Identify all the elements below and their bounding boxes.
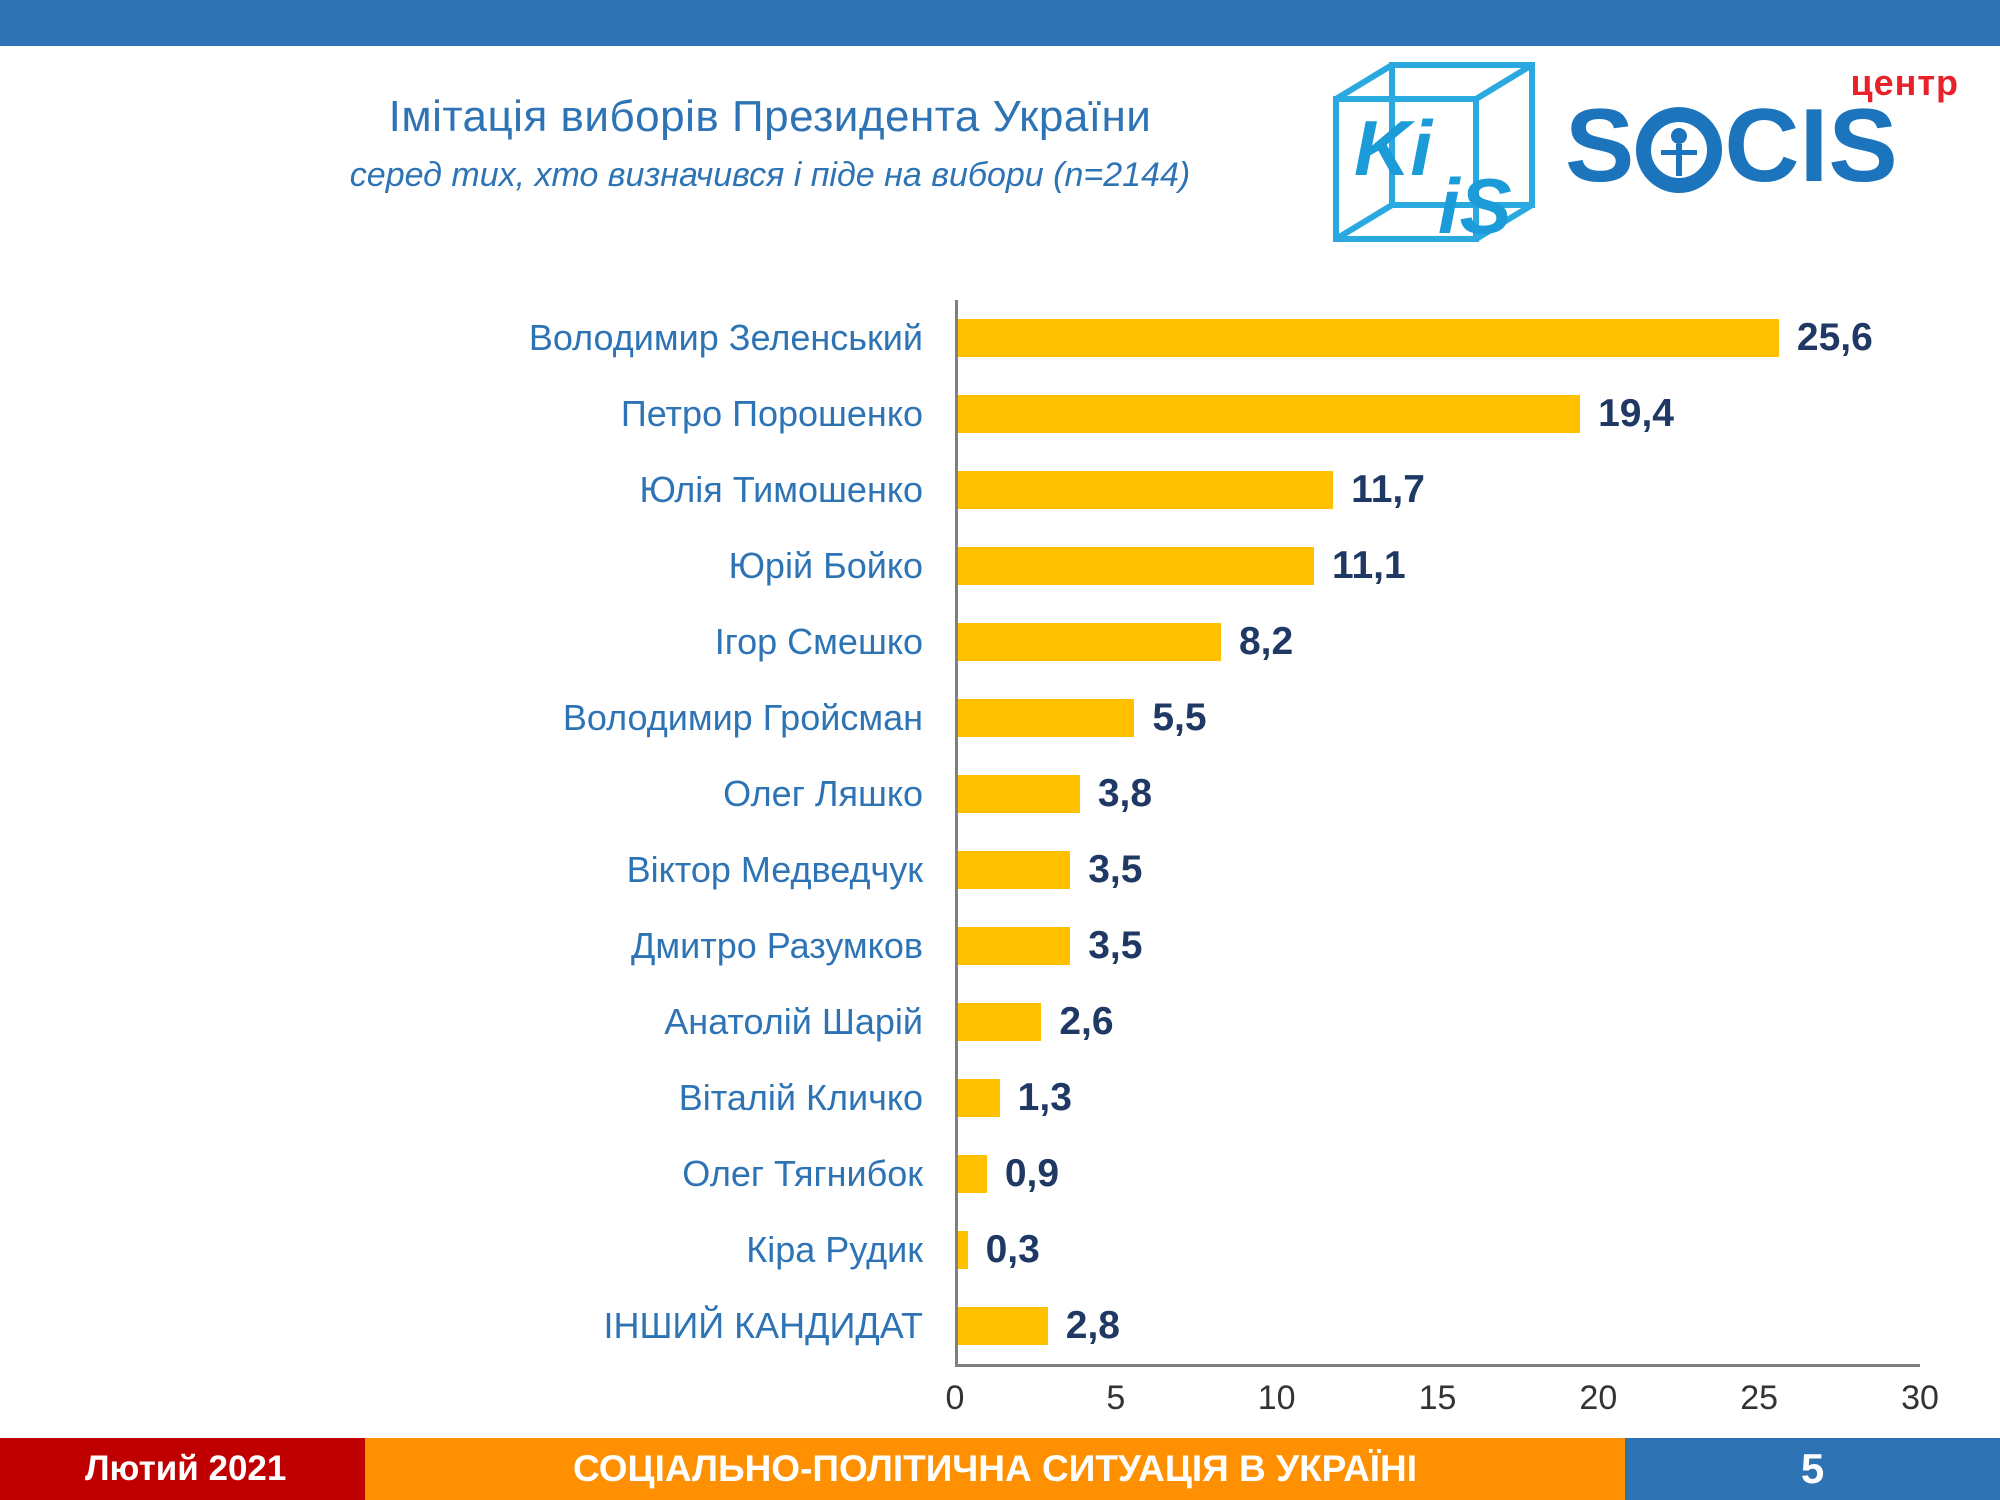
value-label: 11,7 <box>1351 468 1425 511</box>
category-label: Юлія Тимошенко <box>639 469 924 510</box>
chart-row: Юлія Тимошенко 11,7 <box>360 452 1920 528</box>
axis-tick-label: 25 <box>1740 1379 1779 1417</box>
socis-wordmark: S CIS <box>1565 94 1898 198</box>
value-label: 8,2 <box>1238 620 1294 663</box>
chart-row: Кіра Рудик 0,3 <box>360 1212 1920 1288</box>
bar-area: 19,4 <box>955 376 1920 452</box>
chart-row: Віталій Кличко 1,3 <box>360 1060 1920 1136</box>
kiis-text-top: Ki <box>1354 104 1433 192</box>
bar <box>958 699 1135 737</box>
value-label: 3,8 <box>1097 772 1153 815</box>
chart-row: Олег Тягнибок 0,9 <box>360 1136 1920 1212</box>
chart-rows: Володимир Зеленський 25,6 Петро Порошенко 1… <box>360 300 1920 1364</box>
page-subtitle: серед тих, хто визначився і піде на вибо… <box>349 156 1191 194</box>
bar <box>958 395 1581 433</box>
bar <box>958 471 1334 509</box>
axis-tick-label: 20 <box>1579 1379 1618 1417</box>
category-label: ІНШИЙ КАНДИДАТ <box>603 1305 923 1346</box>
bar-area: 3,5 <box>955 832 1920 908</box>
category-label: Ігор Смешко <box>714 621 923 662</box>
socis-logo: центр S CIS <box>1565 62 1965 222</box>
chart-row: Петро Порошенко 19,4 <box>360 376 1920 452</box>
bar <box>958 1231 968 1269</box>
axis-tick-label: 5 <box>1106 1379 1126 1417</box>
bar-area: 5,5 <box>955 680 1920 756</box>
bar-area: 2,6 <box>955 984 1920 1060</box>
axis-tick-label: 15 <box>1418 1379 1457 1417</box>
bar-area: 3,8 <box>955 756 1920 832</box>
bar <box>958 1307 1048 1345</box>
bar-area: 3,5 <box>955 908 1920 984</box>
category-label: Володимир Зеленський <box>528 317 923 358</box>
category-label: Кіра Рудик <box>746 1229 923 1270</box>
value-label: 19,4 <box>1598 392 1674 435</box>
axis-tick-label: 0 <box>945 1379 965 1417</box>
bar <box>958 547 1314 585</box>
bar <box>958 775 1080 813</box>
value-label: 0,9 <box>1004 1152 1060 1195</box>
chart-row: Дмитро Разумков 3,5 <box>360 908 1920 984</box>
socis-text-cis: CIS <box>1724 88 1898 204</box>
category-label: Юрій Бойко <box>728 545 923 586</box>
value-label: 11,1 <box>1331 544 1406 587</box>
x-axis: 0 5 10 15 20 25 30 <box>946 1364 1939 1426</box>
footer-page-number: 5 <box>1625 1438 2000 1500</box>
bar <box>958 319 1779 357</box>
bar-chart: Володимир Зеленський 25,6 Петро Порошенко 1… <box>360 300 1939 1426</box>
axis-tick-label: 30 <box>1901 1379 1939 1417</box>
value-label: 2,6 <box>1059 1000 1114 1043</box>
bar <box>958 1079 1000 1117</box>
socis-center-label: центр <box>1850 62 1959 103</box>
category-label: Олег Тягнибок <box>682 1153 923 1194</box>
chart-row: Віктор Медведчук 3,5 <box>360 832 1920 908</box>
chart-row: Анатолій Шарій 2,6 <box>360 984 1920 1060</box>
category-label: Дмитро Разумков <box>631 925 923 966</box>
bar <box>958 623 1221 661</box>
socis-o-person-icon <box>1636 107 1723 193</box>
footer-title: СОЦІАЛЬНО-ПОЛІТИЧНА СИТУАЦІЯ В УКРАЇНІ <box>365 1438 1625 1500</box>
value-label: 1,3 <box>1017 1076 1072 1119</box>
value-label: 5,5 <box>1152 696 1207 739</box>
kiis-text-bottom: iS <box>1438 162 1512 250</box>
category-label: Петро Порошенко <box>620 393 923 434</box>
bar-area: 8,2 <box>955 604 1920 680</box>
axis-tick-label: 10 <box>1257 1379 1296 1417</box>
kiis-cube-icon: Ki iS <box>1333 62 1535 250</box>
value-label: 3,5 <box>1088 848 1143 891</box>
bar <box>958 1003 1042 1041</box>
value-label: 3,5 <box>1088 924 1143 967</box>
chart-row: Олег Ляшко 3,8 <box>360 756 1920 832</box>
value-label: 2,8 <box>1065 1304 1120 1347</box>
bar-area: 11,7 <box>955 452 1920 528</box>
value-label: 0,3 <box>985 1228 1040 1271</box>
bar <box>958 851 1071 889</box>
chart-row: ІНШИЙ КАНДИДАТ 2,8 <box>360 1288 1920 1364</box>
value-label: 25,6 <box>1796 316 1873 359</box>
page-title: Імітація виборів Президента України <box>388 92 1152 141</box>
bar-area: 2,8 <box>955 1288 1920 1364</box>
footer-date: Лютий 2021 <box>0 1438 365 1500</box>
bar <box>958 1155 987 1193</box>
socis-text-s: S <box>1565 88 1635 204</box>
bar-area: 11,1 <box>955 528 1920 604</box>
category-label: Анатолій Шарій <box>664 1001 923 1042</box>
chart-row: Юрій Бойко 11,1 <box>360 528 1920 604</box>
bar-area: 0,9 <box>955 1136 1920 1212</box>
chart-row: Ігор Смешко 8,2 <box>360 604 1920 680</box>
chart-row: Володимир Гройсман 5,5 <box>360 680 1920 756</box>
category-label: Олег Ляшко <box>723 773 923 814</box>
bar-area: 25,6 <box>955 300 1920 376</box>
slide-header: Імітація виборів Президента України сере… <box>220 92 1320 195</box>
top-accent-bar <box>0 0 2000 46</box>
bar-area: 1,3 <box>955 1060 1920 1136</box>
category-label: Віктор Медведчук <box>626 849 923 890</box>
bar-area: 0,3 <box>955 1212 1920 1288</box>
chart-row: Володимир Зеленський 25,6 <box>360 300 1920 376</box>
category-label: Віталій Кличко <box>678 1077 923 1118</box>
bar <box>958 927 1071 965</box>
category-label: Володимир Гройсман <box>562 697 923 738</box>
kiis-logo: Ki iS <box>1320 55 1555 260</box>
